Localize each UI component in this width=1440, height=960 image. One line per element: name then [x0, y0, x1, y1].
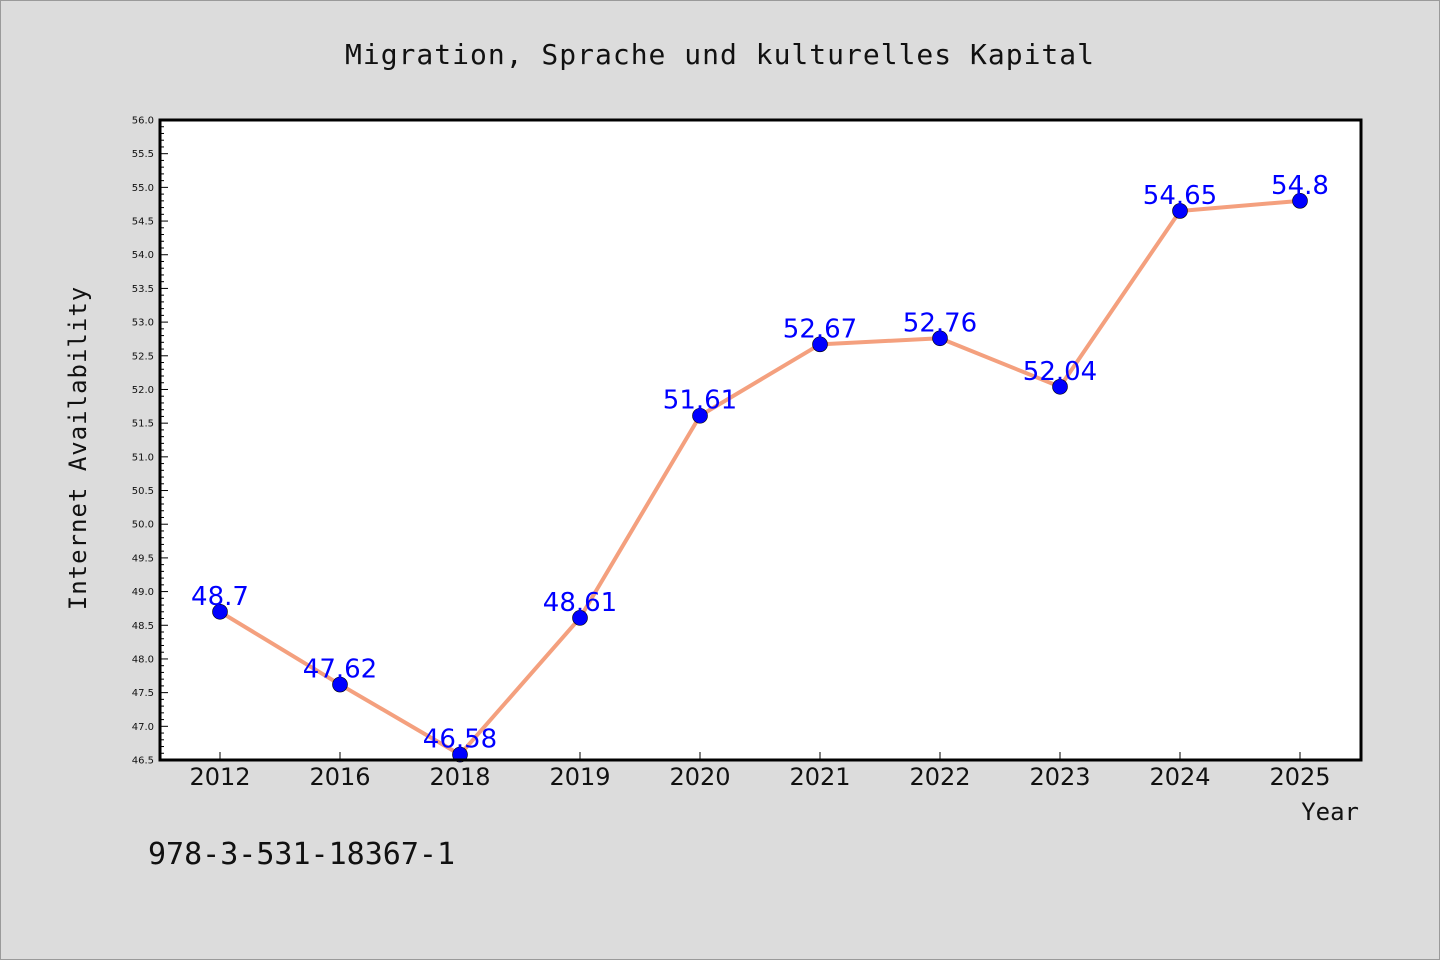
- data-point: [932, 330, 948, 347]
- data-label: 52.67: [783, 314, 857, 344]
- x-tick-label: 2021: [789, 763, 850, 791]
- data-label: 46.58: [423, 725, 497, 755]
- data-label: 48.7: [191, 582, 249, 612]
- y-tick-label: 55.0: [132, 183, 154, 194]
- x-tick-label: 2020: [669, 763, 730, 791]
- y-tick-label: 56.0: [132, 116, 154, 127]
- y-tick-label: 54.5: [132, 217, 154, 228]
- y-axis-ticks: 46.5 47.0 47.5 48.0 48.5 49.0 49.5 50.0 50.5 51.0…: [132, 116, 168, 767]
- data-point: [1052, 378, 1068, 395]
- x-axis-ticks: 2012 2016 2018 2019 2020 2021 2022 2023 2024 2025: [189, 752, 1331, 791]
- y-tick-label: 49.5: [132, 553, 154, 564]
- y-tick-label: 47.0: [132, 722, 154, 733]
- data-label: 48.61: [543, 588, 617, 618]
- plot-area: [160, 120, 1361, 760]
- chart-title: Migration, Sprache und kulturelles Kapit…: [345, 38, 1095, 71]
- data-label: 47.62: [303, 655, 377, 685]
- x-tick-label: 2023: [1029, 763, 1090, 791]
- y-tick-label: 50.5: [132, 486, 154, 497]
- y-tick-label: 52.0: [132, 385, 154, 396]
- y-tick-label: 51.5: [132, 419, 154, 430]
- series-line: [218, 198, 1302, 757]
- series-group: 48.7 47.62 46.58 48.61 51.61 52.67 52.76 52.04 5…: [191, 171, 1329, 763]
- x-tick-label: 2012: [189, 763, 250, 791]
- data-point: [572, 610, 588, 626]
- y-tick-label: 53.0: [132, 318, 154, 329]
- y-tick-label: 49.0: [132, 587, 154, 598]
- x-tick-label: 2024: [1149, 763, 1210, 791]
- data-label: 52.76: [903, 308, 977, 338]
- y-axis-label: Internet Availability: [64, 286, 92, 610]
- data-label: 54.8: [1271, 171, 1329, 201]
- y-tick-label: 47.5: [132, 688, 154, 699]
- data-label: 51.61: [663, 386, 737, 416]
- x-tick-label: 2025: [1269, 763, 1330, 791]
- y-tick-label: 50.0: [132, 520, 154, 531]
- data-point: [1172, 203, 1188, 219]
- data-point: [692, 407, 708, 424]
- y-tick-label: 54.0: [132, 250, 154, 261]
- isbn-footnote: 978-3-531-18367-1: [148, 837, 455, 872]
- y-tick-label: 48.0: [132, 654, 154, 665]
- data-point: [812, 336, 828, 353]
- y-tick-label: 51.0: [132, 452, 154, 463]
- x-tick-label: 2016: [309, 763, 370, 791]
- plot-frame: [158, 118, 1363, 762]
- data-point: [212, 603, 228, 620]
- data-point: [452, 746, 468, 763]
- y-tick-label: 46.5: [132, 756, 154, 767]
- y-tick-label: 55.5: [132, 149, 154, 160]
- data-label: 52.04: [1023, 357, 1097, 387]
- data-point: [332, 676, 348, 693]
- x-tick-label: 2022: [909, 763, 970, 791]
- y-tick-label: 52.5: [132, 351, 154, 362]
- data-label: 54.65: [1143, 181, 1217, 211]
- x-tick-label: 2018: [429, 763, 490, 791]
- data-point: [1292, 193, 1308, 209]
- x-tick-label: 2019: [549, 763, 610, 791]
- y-tick-label: 53.5: [132, 284, 154, 295]
- x-axis-label: Year: [1301, 798, 1359, 826]
- y-tick-label: 48.5: [132, 621, 154, 632]
